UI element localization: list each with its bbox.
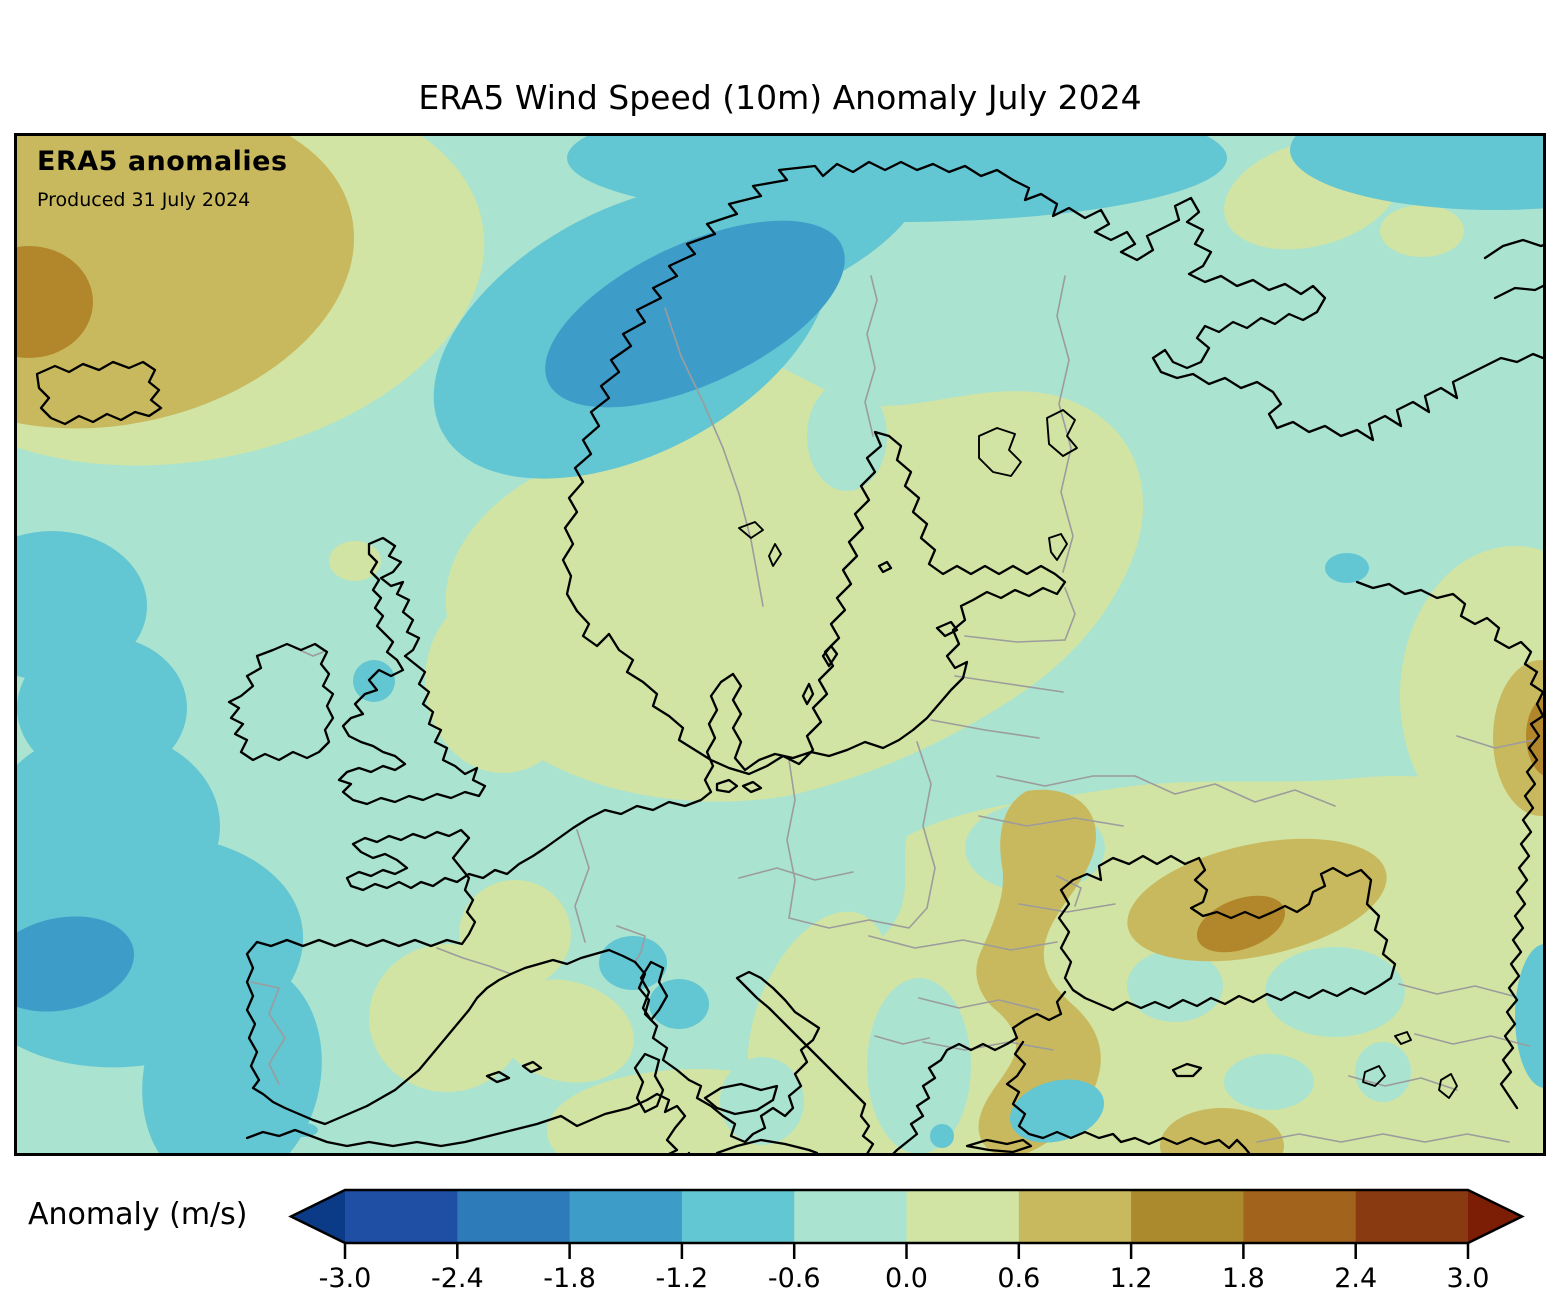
- anomaly-green-iberia: [369, 944, 525, 1092]
- colorbar-tick-label-6: 0.6: [997, 1263, 1040, 1294]
- anomaly-mint-central-anatolia: [1224, 1054, 1314, 1110]
- map-label-heading: ERA5 anomalies: [37, 146, 288, 177]
- colorbar-label: Anomaly (m/s): [28, 1197, 248, 1232]
- colorbar-segment-2: [569, 1190, 683, 1243]
- colorbar-tick-label-3: -1.2: [656, 1263, 709, 1294]
- anomaly-mint-blacksea-east: [1265, 947, 1405, 1037]
- coast-corsica: [639, 960, 669, 1022]
- colorbar-tick-label-0: -3.0: [319, 1263, 372, 1294]
- colorbar-tick-label-8: 1.8: [1222, 1263, 1265, 1294]
- anomaly-blue-core-norwegian-sea: [545, 220, 845, 408]
- anomaly-blue-volga-spot: [1325, 553, 1369, 583]
- lakes: [738, 409, 1458, 1099]
- anomaly-blue-atlantic-5: [142, 962, 322, 1153]
- lake-peipus: [1048, 533, 1068, 561]
- anomaly-blue-caspian: [1515, 944, 1543, 1088]
- coast-caspian: [1355, 580, 1543, 1110]
- colorbar-segment-4: [794, 1190, 907, 1243]
- coast-danish-isles: [715, 778, 763, 794]
- colorbar-tick-label-2: -1.8: [543, 1263, 596, 1294]
- colorbar-segment-9: [1355, 1190, 1469, 1243]
- colorbar-segment-7: [1131, 1190, 1244, 1243]
- coast-arctic-arcs: [1483, 238, 1543, 300]
- coast-aland-saaremaa: [877, 560, 959, 638]
- anomaly-blue-tyrrhenian: [649, 979, 709, 1029]
- anomaly-khaki-northwest: [17, 136, 355, 429]
- coast-iceland: [35, 360, 163, 426]
- colorbar-under-arrow: [291, 1190, 345, 1243]
- anomaly-blue-top-right: [1290, 136, 1543, 210]
- colorbar-segment-5: [906, 1190, 1020, 1243]
- anomaly-khaki-ukraine-aegean-band: [976, 789, 1101, 1153]
- anomaly-blue-alboran: [288, 1123, 318, 1137]
- coast-cyprus: [1171, 1062, 1203, 1078]
- anomaly-mint-south-italy: [720, 1057, 804, 1145]
- colorbar-tick-label-7: 1.2: [1110, 1263, 1153, 1294]
- coast-sicily: [703, 1082, 779, 1116]
- lake-vattern: [768, 543, 782, 567]
- map-label: ERA5 anomalies Produced 31 July 2024: [37, 146, 288, 211]
- anomaly-green-france: [459, 880, 571, 988]
- anomaly-gold-west-edge: [17, 246, 93, 358]
- colorbar-tick-label-10: 3.0: [1447, 1263, 1490, 1294]
- coastlines: [35, 160, 1543, 1153]
- colorbar-tick-label-5: 0.0: [885, 1263, 928, 1294]
- lake-urmia: [1438, 1073, 1458, 1099]
- lake-sevan: [1394, 1031, 1412, 1045]
- colorbar-tick-label-1: -2.4: [431, 1263, 484, 1294]
- colorbar-segment-3: [681, 1190, 795, 1243]
- anomaly-green-northeast-spot-2: [1380, 205, 1464, 257]
- anomaly-green-north-sea: [425, 589, 581, 773]
- lake-ladoga: [978, 427, 1022, 477]
- coast-gotland-oland: [801, 644, 839, 706]
- lake-van: [1362, 1065, 1386, 1087]
- map-frame: ERA5 anomalies Produced 31 July 2024: [14, 133, 1546, 1156]
- coast-sardinia: [633, 1052, 665, 1114]
- colorbar-tick-label-9: 2.4: [1334, 1263, 1377, 1294]
- coast-balearics: [485, 1060, 543, 1084]
- anomaly-mint-west-greece: [867, 978, 971, 1153]
- coast-north-africa: [245, 1092, 819, 1153]
- coast-norway-arctic: [561, 160, 1543, 613]
- anomaly-khaki-levant: [1160, 1108, 1284, 1153]
- colorbar-scale: -3.0 -2.4 -1.8 -1.2 -0.6 0.0 0.6 1.2 1.8 2.4 3.0: [288, 1188, 1525, 1294]
- anomaly-blue-irish-sea: [353, 660, 395, 702]
- colorbar: Anomaly (m/s) -3.0 -2.4 -1.8 -1.2 -0.6 0.0 0.6…: [0, 1175, 1560, 1305]
- coast-black-sea: [1057, 854, 1397, 1012]
- anomaly-blue-aegean-spot: [930, 1124, 954, 1148]
- europe-anomaly-map: [17, 136, 1543, 1153]
- anomaly-gold-kerch: [1196, 895, 1286, 953]
- anomaly-blue-core-atlantic: [17, 916, 135, 1012]
- anomaly-blue-rhodes: [1009, 1079, 1105, 1143]
- coast-anatolia: [1005, 1040, 1251, 1153]
- colorbar-tick-label-4: -0.6: [768, 1263, 821, 1294]
- anomaly-blue-ligurian: [599, 936, 667, 990]
- colorbar-segment-8: [1243, 1190, 1357, 1243]
- map-label-produced: Produced 31 July 2024: [37, 189, 251, 211]
- country-borders: [250, 275, 1534, 1143]
- coast-great-britain: [337, 536, 487, 806]
- colorbar-over-arrow: [1468, 1190, 1522, 1243]
- anomaly-green-gulf-of-lion: [496, 979, 634, 1083]
- anomaly-gold-east-edge: [1526, 696, 1543, 776]
- anomaly-mint-bothnia: [807, 381, 887, 491]
- anomaly-field: [17, 136, 1543, 1153]
- coast-ireland: [227, 642, 335, 762]
- figure-title: ERA5 Wind Speed (10m) Anomaly July 2024: [418, 78, 1142, 117]
- coast-continental-europe: [245, 430, 1067, 1153]
- lake-onega: [1046, 409, 1078, 457]
- colorbar-segment-1: [457, 1190, 571, 1243]
- lake-vanern: [738, 521, 764, 539]
- colorbar-segment-0: [345, 1190, 458, 1243]
- colorbar-segment-6: [1018, 1190, 1132, 1243]
- coast-crete: [965, 1138, 1033, 1153]
